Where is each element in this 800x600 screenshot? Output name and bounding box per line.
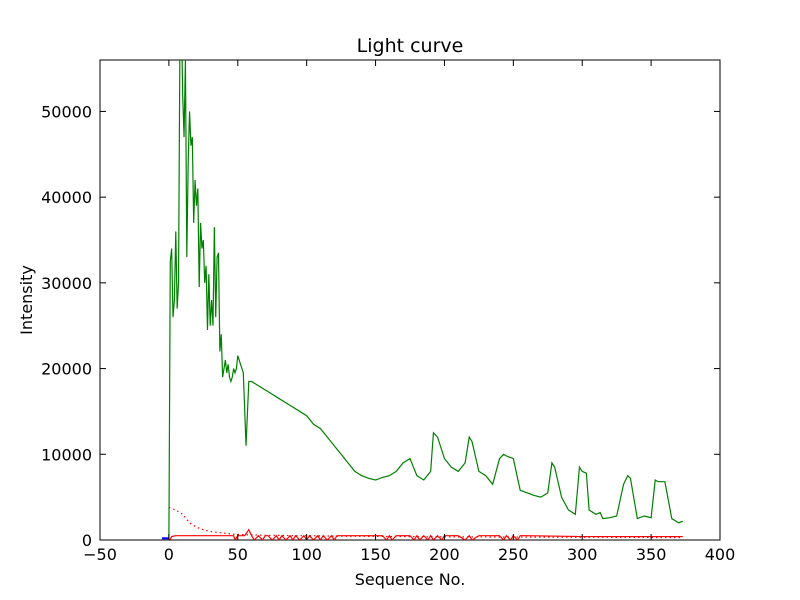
x-axis-label: Sequence No.: [355, 570, 466, 589]
y-tick-label: 50000: [41, 102, 92, 121]
y-tick-label: 40000: [41, 188, 92, 207]
y-tick-label: 30000: [41, 274, 92, 293]
x-tick-label: 400: [705, 545, 736, 564]
chart-title: Light curve: [357, 35, 464, 57]
x-tick-label: 350: [636, 545, 667, 564]
y-tick-label: 0: [82, 531, 92, 550]
x-tick-label: 100: [291, 545, 322, 564]
y-tick-label: 20000: [41, 360, 92, 379]
x-tick-label: 50: [228, 545, 248, 564]
x-tick-label: 200: [429, 545, 460, 564]
x-tick-label: 150: [360, 545, 391, 564]
x-tick-label: 0: [164, 545, 174, 564]
series-layer: [162, 60, 684, 540]
series-line-1: [168, 60, 684, 540]
ticks-layer: −50 0 50 100 150 200 250 300 350 4000100002000030…: [41, 60, 735, 564]
series-line-3: [168, 528, 683, 540]
y-axis-label: Intensity: [17, 265, 36, 335]
x-tick-label: 250: [498, 545, 529, 564]
plot-frame: [99, 59, 721, 541]
x-tick-label: 300: [567, 545, 598, 564]
y-tick-label: 10000: [41, 445, 92, 464]
x-tick-label: −50: [83, 545, 117, 564]
